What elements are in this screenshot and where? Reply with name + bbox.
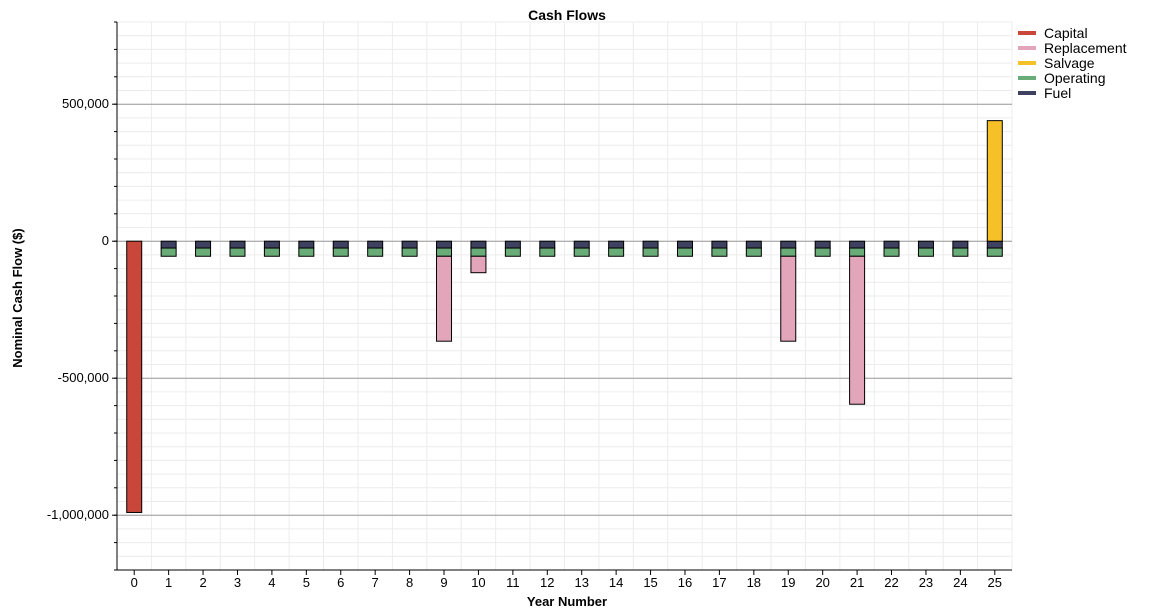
- bar-operating: [229, 247, 246, 257]
- bar-replacement: [436, 255, 453, 342]
- bar-operating: [160, 247, 177, 257]
- x-tick-label: 23: [919, 575, 933, 590]
- y-tick-label: -1,000,000: [47, 507, 109, 522]
- x-tick-label: 2: [199, 575, 206, 590]
- bar-operating: [780, 247, 797, 257]
- bar-operating: [642, 247, 659, 257]
- x-tick-label: 16: [678, 575, 692, 590]
- bar-operating: [608, 247, 625, 257]
- x-tick-label: 11: [506, 575, 520, 590]
- x-tick-label: 4: [268, 575, 275, 590]
- bar-operating: [952, 247, 969, 257]
- x-tick-label: 21: [850, 575, 864, 590]
- bar-operating: [504, 247, 521, 257]
- bar-operating: [332, 247, 349, 257]
- x-tick-label: 9: [440, 575, 447, 590]
- bar-operating: [711, 247, 728, 257]
- bar-fuel: [573, 240, 590, 249]
- bar-operating: [917, 247, 934, 257]
- bar-fuel: [780, 240, 797, 249]
- x-tick-label: 3: [234, 575, 241, 590]
- x-tick-label: 6: [337, 575, 344, 590]
- bar-fuel: [229, 240, 246, 249]
- bar-fuel: [986, 240, 1003, 249]
- bar-operating: [676, 247, 693, 257]
- bar-operating: [745, 247, 762, 257]
- bar-fuel: [608, 240, 625, 249]
- x-tick-label: 12: [540, 575, 554, 590]
- bar-fuel: [676, 240, 693, 249]
- bar-fuel: [504, 240, 521, 249]
- x-tick-label: 10: [471, 575, 485, 590]
- y-axis-title: Nominal Cash Flow ($): [10, 228, 25, 367]
- bar-operating: [195, 247, 212, 257]
- x-tick-label: 19: [781, 575, 795, 590]
- x-tick-label: 5: [303, 575, 310, 590]
- bar-fuel: [849, 240, 866, 249]
- x-tick-label: 17: [712, 575, 726, 590]
- legend-label-replacement: Replacement: [1044, 40, 1127, 56]
- bar-replacement: [849, 255, 866, 405]
- x-tick-label: 14: [609, 575, 623, 590]
- bar-fuel: [470, 240, 487, 249]
- bar-operating: [573, 247, 590, 257]
- bar-fuel: [436, 240, 453, 249]
- chart-title: Cash Flows: [528, 7, 606, 23]
- bar-operating: [883, 247, 900, 257]
- bar-operating: [470, 247, 487, 257]
- bar-operating: [263, 247, 280, 257]
- bar-fuel: [401, 240, 418, 249]
- bar-fuel: [160, 240, 177, 249]
- bar-fuel: [952, 240, 969, 249]
- x-tick-label: 1: [165, 575, 172, 590]
- bar-fuel: [195, 240, 212, 249]
- bar-fuel: [642, 240, 659, 249]
- x-tick-label: 15: [643, 575, 657, 590]
- bar-fuel: [814, 240, 831, 249]
- x-tick-label: 7: [372, 575, 379, 590]
- bar-fuel: [745, 240, 762, 249]
- x-tick-label: 13: [574, 575, 588, 590]
- x-tick-label: 20: [815, 575, 829, 590]
- x-axis-title: Year Number: [527, 594, 607, 609]
- bar-operating: [436, 247, 453, 257]
- legend-label-salvage: Salvage: [1044, 55, 1095, 71]
- bar-fuel: [367, 240, 384, 249]
- x-tick-label: 8: [406, 575, 413, 590]
- legend-label-fuel: Fuel: [1044, 85, 1071, 101]
- x-tick-label: 0: [131, 575, 138, 590]
- y-tick-label: 0: [102, 233, 109, 248]
- bar-operating: [814, 247, 831, 257]
- y-tick-label: -500,000: [58, 370, 109, 385]
- bar-replacement: [780, 255, 797, 342]
- x-tick-label: 25: [988, 575, 1002, 590]
- bar-fuel: [298, 240, 315, 249]
- bar-fuel: [917, 240, 934, 249]
- x-tick-label: 18: [747, 575, 761, 590]
- bar-replacement: [470, 255, 487, 274]
- bar-salvage: [986, 120, 1003, 242]
- bar-operating: [298, 247, 315, 257]
- bar-operating: [986, 247, 1003, 257]
- bar-operating: [367, 247, 384, 257]
- bar-fuel: [883, 240, 900, 249]
- bar-operating: [539, 247, 556, 257]
- legend-label-operating: Operating: [1044, 70, 1105, 86]
- bar-fuel: [539, 240, 556, 249]
- bar-fuel: [263, 240, 280, 249]
- bar-operating: [849, 247, 866, 257]
- x-tick-label: 24: [953, 575, 967, 590]
- bar-operating: [401, 247, 418, 257]
- bar-fuel: [711, 240, 728, 249]
- bar-capital: [126, 240, 143, 513]
- bar-fuel: [332, 240, 349, 249]
- x-tick-label: 22: [884, 575, 898, 590]
- legend-label-capital: Capital: [1044, 25, 1088, 41]
- y-tick-label: 500,000: [62, 96, 109, 111]
